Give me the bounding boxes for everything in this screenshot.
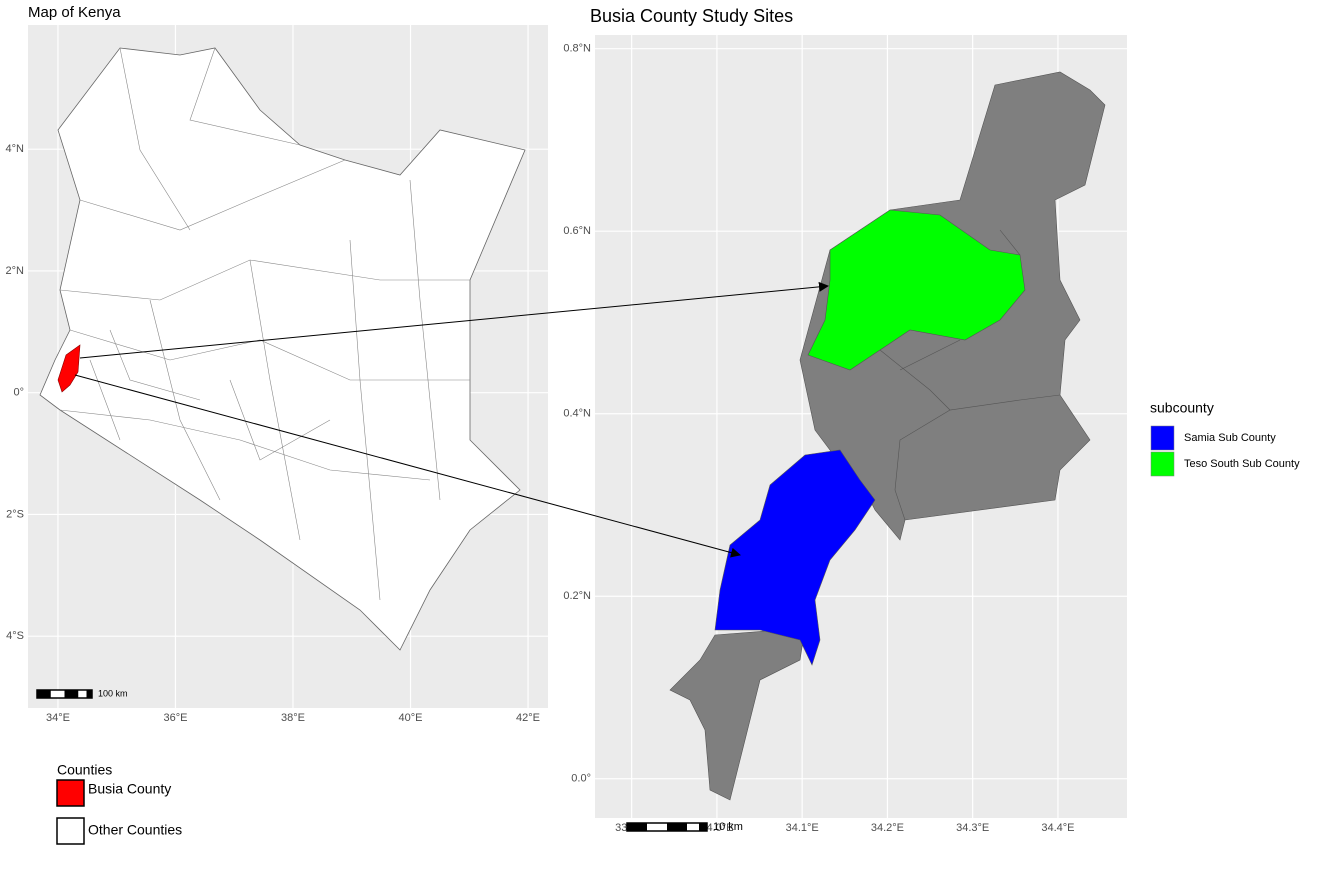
x-tick-label: 34.1°E <box>786 822 819 834</box>
country-outline <box>39 47 526 651</box>
x-tick-label: 34.4°E <box>1041 822 1074 834</box>
y-tick-label: 0.8°N <box>563 43 591 55</box>
busia-county <box>57 344 81 393</box>
scale-bar-segment <box>699 823 707 831</box>
scale-bar-segment <box>627 823 647 831</box>
south-subcounty <box>669 627 806 801</box>
legend-label: Samia Sub County <box>1184 432 1276 444</box>
y-tick-label: 0.6°N <box>563 225 591 237</box>
legend-label: Other Counties <box>88 822 182 838</box>
y-tick-label: 0.4°N <box>563 408 591 420</box>
y-tick-label: 0.2°N <box>563 590 591 602</box>
x-tick-label: 38°E <box>281 712 305 724</box>
county-borders <box>59 47 470 601</box>
panel-title: Busia County Study Sites <box>590 6 793 26</box>
legend-swatch <box>56 817 85 845</box>
y-tick-label: 4°N <box>6 143 25 155</box>
subcounty-borders <box>879 229 1061 521</box>
x-tick-label: 34.3°E <box>956 822 989 834</box>
legend-title: Counties <box>57 762 112 778</box>
x-tick-label: 36°E <box>163 712 187 724</box>
samia <box>714 449 876 666</box>
x-tick-label: 34°E <box>46 712 70 724</box>
scale-bar-segment <box>37 690 51 698</box>
scale-bar-segment <box>667 823 687 831</box>
legend-label: Teso South Sub County <box>1184 458 1300 470</box>
arrow <box>74 374 741 558</box>
teso-south <box>807 209 1026 371</box>
kenya-panel: 34°E 36°E 38°E 40°E 42°E 4°S 2°S 0° 2°N 4°N Map of… <box>6 4 548 845</box>
legend-label: Busia County <box>88 781 171 797</box>
scale-bar-segment <box>86 690 92 698</box>
x-tick-label: 40°E <box>399 712 423 724</box>
scale-bar-label: 100 km <box>98 688 128 698</box>
y-tick-label: 0° <box>13 387 24 399</box>
y-tick-label: 0.0° <box>571 773 591 785</box>
legend-title: subcounty <box>1150 400 1214 416</box>
legend-swatch <box>56 779 85 807</box>
legend-swatch <box>1150 425 1175 451</box>
y-tick-label: 4°S <box>6 630 24 642</box>
busia-panel: 33.9°E34.0°E34.1°E34.2°E34.3°E34.4°E0.0°… <box>563 6 1300 834</box>
x-tick-label: 34.0°E <box>700 822 733 834</box>
legend-swatch <box>1150 451 1175 477</box>
scale-bar-segment <box>64 690 79 698</box>
y-tick-label: 2°S <box>6 508 24 520</box>
arrow <box>79 281 829 359</box>
panel-title: Map of Kenya <box>28 4 121 21</box>
y-tick-label: 2°N <box>6 265 25 277</box>
x-tick-label: 34.2°E <box>871 822 904 834</box>
scale-bar-label: 10 km <box>713 821 743 833</box>
x-tick-label: 42°E <box>516 712 540 724</box>
